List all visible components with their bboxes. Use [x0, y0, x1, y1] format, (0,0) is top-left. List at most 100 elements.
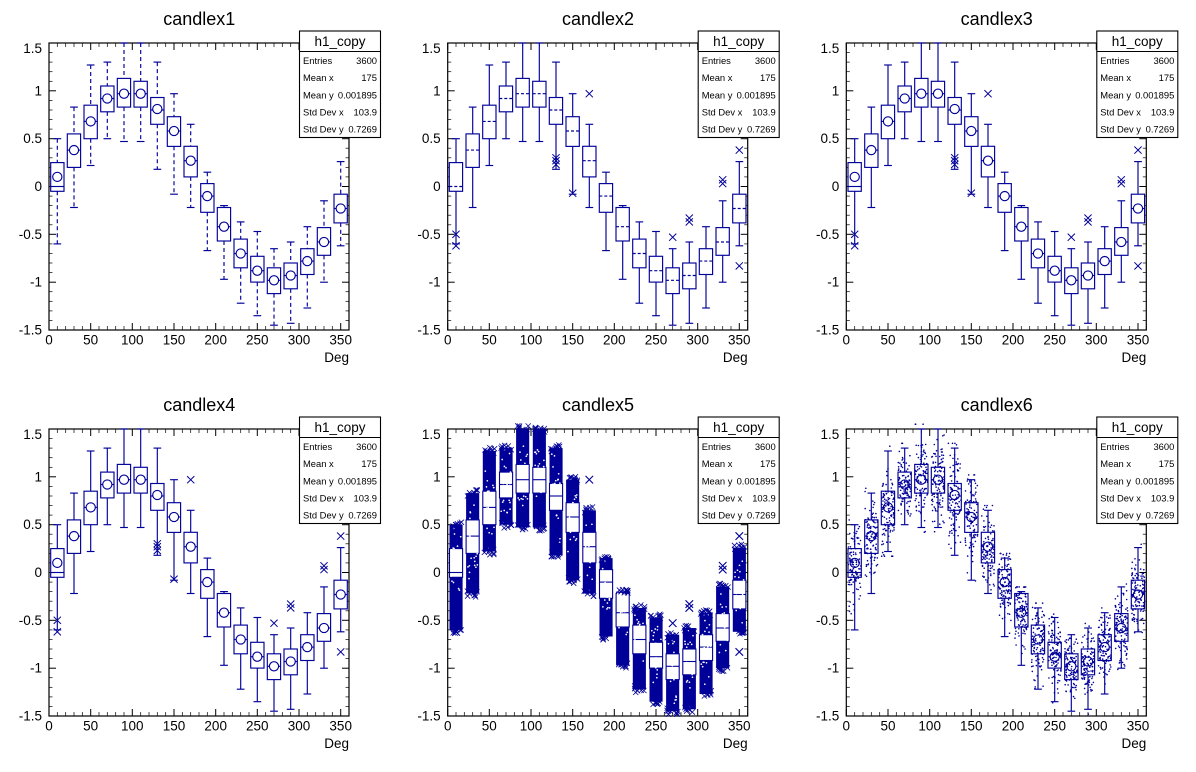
- svg-text:0: 0: [832, 179, 840, 194]
- svg-text:-0.5: -0.5: [19, 227, 42, 242]
- svg-text:-1.5: -1.5: [417, 323, 440, 338]
- svg-text:0: 0: [45, 333, 53, 348]
- svg-text:250: 250: [1043, 719, 1066, 734]
- svg-text:0: 0: [843, 719, 851, 734]
- svg-text:250: 250: [246, 333, 269, 348]
- svg-text:Std Dev x: Std Dev x: [303, 107, 344, 118]
- svg-text:300: 300: [1085, 333, 1108, 348]
- svg-text:Std Dev x: Std Dev x: [702, 107, 743, 118]
- svg-text:50: 50: [482, 333, 497, 348]
- svg-text:350: 350: [1127, 719, 1150, 734]
- svg-text:Std Dev y: Std Dev y: [1100, 510, 1141, 521]
- svg-text:200: 200: [603, 719, 626, 734]
- svg-text:0: 0: [45, 719, 53, 734]
- svg-text:0.5: 0.5: [821, 131, 840, 146]
- svg-text:0.001895: 0.001895: [737, 475, 776, 486]
- svg-text:175: 175: [760, 458, 776, 469]
- svg-text:0.001895: 0.001895: [338, 475, 377, 486]
- svg-text:Entries: Entries: [1100, 441, 1129, 452]
- svg-text:Deg: Deg: [324, 350, 349, 365]
- svg-text:3600: 3600: [1153, 441, 1174, 452]
- svg-text:100: 100: [121, 719, 144, 734]
- svg-text:-1: -1: [827, 661, 839, 676]
- svg-text:1: 1: [832, 83, 840, 98]
- svg-text:h1_copy: h1_copy: [314, 420, 365, 435]
- svg-text:-1.5: -1.5: [816, 709, 839, 724]
- svg-text:Std Dev x: Std Dev x: [702, 493, 743, 504]
- svg-text:0: 0: [34, 179, 42, 194]
- svg-text:-1.5: -1.5: [417, 709, 440, 724]
- svg-text:Mean y: Mean y: [303, 89, 334, 100]
- svg-text:candlex2: candlex2: [562, 9, 634, 29]
- svg-text:350: 350: [329, 719, 352, 734]
- svg-text:candlex6: candlex6: [961, 395, 1033, 415]
- svg-text:0.001895: 0.001895: [1135, 89, 1174, 100]
- svg-text:50: 50: [83, 719, 98, 734]
- svg-text:Entries: Entries: [1100, 55, 1129, 66]
- svg-text:Entries: Entries: [303, 55, 332, 66]
- svg-text:Mean y: Mean y: [702, 475, 733, 486]
- svg-text:103.9: 103.9: [1151, 493, 1174, 504]
- svg-text:250: 250: [645, 719, 668, 734]
- svg-text:350: 350: [329, 333, 352, 348]
- svg-text:350: 350: [728, 719, 751, 734]
- svg-text:1: 1: [832, 469, 840, 484]
- svg-text:Deg: Deg: [324, 736, 349, 751]
- svg-text:300: 300: [288, 719, 311, 734]
- svg-text:0.7269: 0.7269: [1146, 510, 1175, 521]
- svg-text:175: 175: [760, 72, 776, 83]
- svg-text:Mean y: Mean y: [702, 89, 733, 100]
- svg-text:Mean x: Mean x: [1100, 72, 1131, 83]
- svg-text:0: 0: [832, 565, 840, 580]
- svg-text:50: 50: [880, 333, 895, 348]
- svg-text:h1_copy: h1_copy: [713, 34, 764, 49]
- svg-text:1: 1: [34, 83, 42, 98]
- svg-text:candlex3: candlex3: [961, 9, 1033, 29]
- svg-text:Std Dev y: Std Dev y: [303, 124, 344, 135]
- svg-text:103.9: 103.9: [752, 493, 775, 504]
- svg-text:300: 300: [686, 333, 709, 348]
- svg-text:candlex4: candlex4: [163, 395, 235, 415]
- svg-text:200: 200: [603, 333, 626, 348]
- svg-text:Std Dev x: Std Dev x: [1100, 493, 1141, 504]
- svg-text:-1: -1: [30, 275, 42, 290]
- svg-text:-0.5: -0.5: [417, 227, 440, 242]
- svg-text:50: 50: [880, 719, 895, 734]
- svg-text:Mean x: Mean x: [702, 458, 733, 469]
- svg-text:50: 50: [482, 719, 497, 734]
- svg-text:100: 100: [918, 719, 941, 734]
- svg-text:h1_copy: h1_copy: [713, 420, 764, 435]
- svg-text:3600: 3600: [356, 55, 377, 66]
- svg-text:Mean x: Mean x: [303, 458, 334, 469]
- svg-text:103.9: 103.9: [752, 107, 775, 118]
- svg-text:350: 350: [728, 333, 751, 348]
- svg-text:0.5: 0.5: [23, 517, 42, 532]
- svg-text:Std Dev y: Std Dev y: [702, 124, 743, 135]
- svg-text:1: 1: [34, 469, 42, 484]
- svg-text:0.7269: 0.7269: [348, 510, 377, 521]
- svg-text:Entries: Entries: [303, 441, 332, 452]
- svg-text:-1: -1: [827, 275, 839, 290]
- svg-text:100: 100: [520, 719, 543, 734]
- svg-text:100: 100: [918, 333, 941, 348]
- svg-text:Mean y: Mean y: [303, 475, 334, 486]
- svg-text:200: 200: [204, 333, 227, 348]
- svg-text:1.5: 1.5: [821, 41, 840, 56]
- svg-text:103.9: 103.9: [354, 493, 377, 504]
- svg-text:Deg: Deg: [723, 736, 748, 751]
- svg-text:150: 150: [960, 333, 983, 348]
- svg-text:0.5: 0.5: [422, 131, 441, 146]
- svg-text:Mean y: Mean y: [1100, 89, 1131, 100]
- svg-text:-0.5: -0.5: [816, 227, 839, 242]
- svg-text:100: 100: [520, 333, 543, 348]
- svg-text:150: 150: [163, 719, 186, 734]
- svg-text:Std Dev x: Std Dev x: [1100, 107, 1141, 118]
- svg-text:-1: -1: [30, 661, 42, 676]
- svg-text:-1.5: -1.5: [19, 323, 42, 338]
- svg-text:150: 150: [561, 719, 584, 734]
- svg-text:0: 0: [843, 333, 851, 348]
- svg-text:Deg: Deg: [1122, 350, 1147, 365]
- svg-text:250: 250: [246, 719, 269, 734]
- svg-text:50: 50: [83, 333, 98, 348]
- svg-text:200: 200: [1002, 333, 1025, 348]
